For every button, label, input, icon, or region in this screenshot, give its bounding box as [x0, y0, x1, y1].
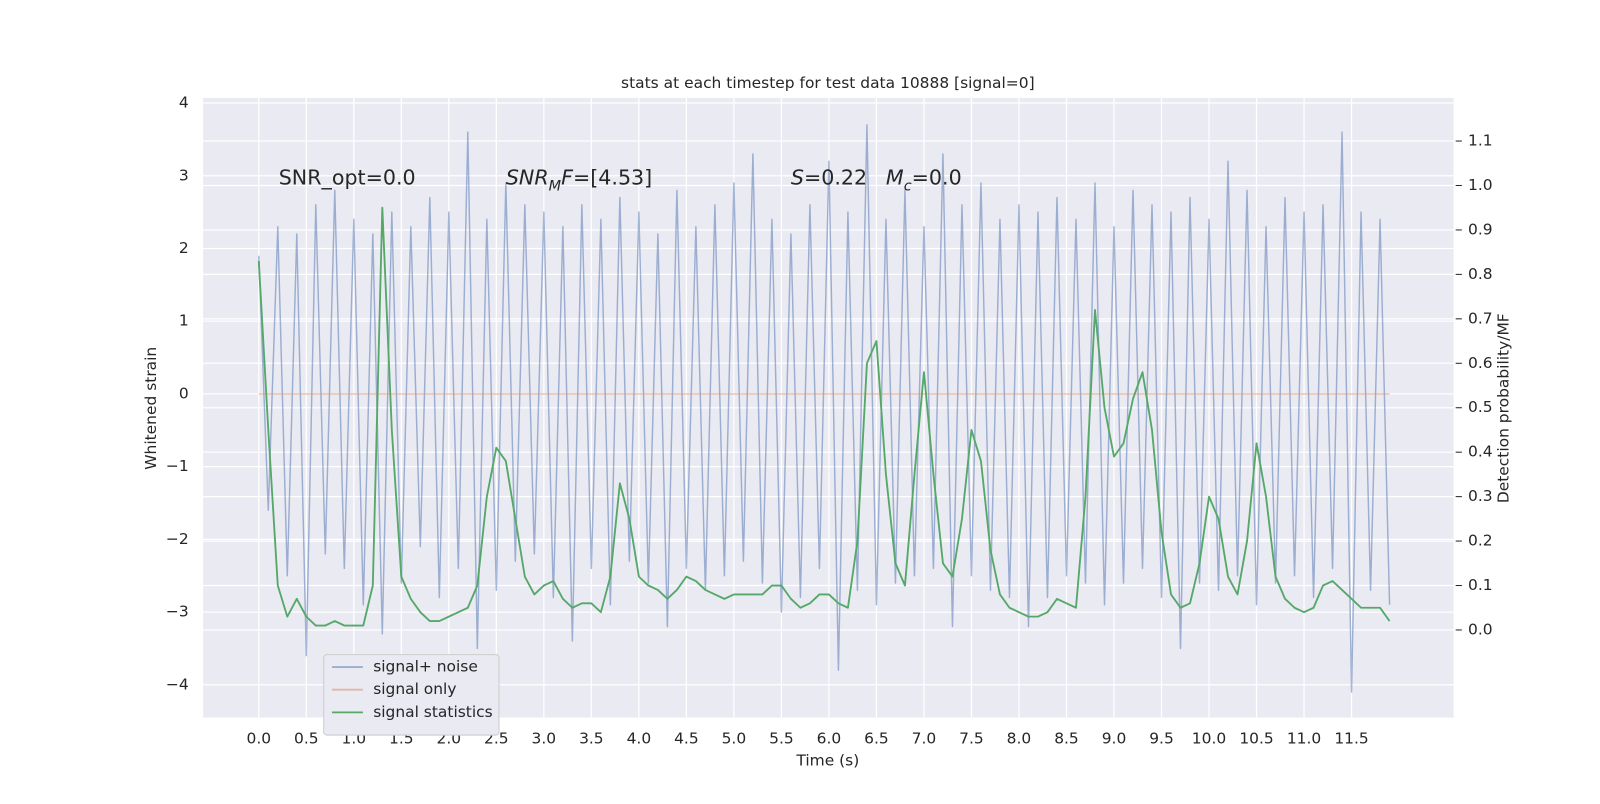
annotation-part: M	[549, 179, 562, 195]
x-tick-label: 4.5	[674, 730, 699, 748]
annotation-part: =[4.53]	[573, 166, 652, 190]
x-tick-label: 10.5	[1239, 730, 1273, 748]
y2-tick-label: 1.1	[1468, 132, 1493, 150]
annotation-part: =0.0	[912, 166, 962, 190]
x-axis-label: Time (s)	[795, 751, 859, 769]
x-tick-label: 0.0	[246, 730, 271, 748]
legend-label: signal only	[373, 680, 456, 698]
annotation-part: c	[904, 179, 912, 195]
x-tick-label: 5.0	[722, 730, 747, 748]
x-tick-label: 7.0	[912, 730, 937, 748]
x-tick-label: 4.0	[627, 730, 652, 748]
legend-label: signal statistics	[373, 703, 493, 721]
y2-axis-label: Detection probability/MF	[1495, 313, 1513, 503]
annotation-part: =0.22	[804, 166, 867, 190]
y-tick-label: −1	[166, 457, 189, 475]
annotation-part: S	[791, 166, 804, 190]
y2-tick-label: 0.1	[1468, 576, 1493, 594]
y-tick-label: 3	[179, 166, 189, 184]
y-tick-label: 1	[179, 312, 189, 330]
x-tick-label: 8.5	[1054, 730, 1079, 748]
x-tick-label: 11.0	[1287, 730, 1321, 748]
y-tick-label: 2	[179, 239, 189, 257]
annotation: SNRMF=[4.53]	[506, 166, 652, 195]
y2-tick-label: 0.5	[1468, 398, 1493, 416]
annotation: Mc=0.0	[886, 166, 962, 195]
y-tick-label: −3	[166, 603, 189, 621]
legend-label: signal+ noise	[373, 658, 478, 676]
y2-tick-label: 0.8	[1468, 265, 1493, 283]
series-line	[257, 206, 1391, 627]
x-tick-label: 5.5	[769, 730, 794, 748]
x-tick-label: 6.0	[817, 730, 842, 748]
annotation-part: SNR	[506, 166, 549, 190]
x-tick-label: 3.0	[532, 730, 557, 748]
chart-title: stats at each timestep for test data 108…	[621, 74, 1035, 92]
x-tick-label: 9.5	[1149, 730, 1174, 748]
y-tick-label: 4	[179, 94, 189, 112]
y2-tick-label: 0.6	[1468, 354, 1493, 372]
y-axis-label: Whitened strain	[142, 347, 160, 470]
y2-tick-label: 0.3	[1468, 487, 1493, 505]
x-tick-label: 9.0	[1102, 730, 1127, 748]
annotation-part: M	[886, 166, 904, 190]
y2-tick-label: 0.0	[1468, 620, 1493, 638]
y2-tick-label: 0.7	[1468, 309, 1493, 327]
x-tick-label: 11.5	[1334, 730, 1368, 748]
x-tick-label: 10.0	[1192, 730, 1226, 748]
y2-tick-label: 0.4	[1468, 443, 1493, 461]
x-tick-label: 7.5	[959, 730, 984, 748]
y2-tick-label: 1.0	[1468, 176, 1493, 194]
x-tick-label: 6.5	[864, 730, 889, 748]
annotation: SNR_opt=0.0	[279, 166, 416, 191]
annotation-part: SNR_opt=0.0	[279, 166, 416, 191]
y2-tick-label: 0.2	[1468, 532, 1493, 550]
annotation: S=0.22	[791, 166, 867, 190]
y-tick-label: 0	[179, 384, 189, 402]
y2-tick-label: 0.9	[1468, 220, 1493, 238]
x-tick-label: 0.5	[294, 730, 319, 748]
y-tick-label: −4	[166, 675, 189, 693]
y-tick-label: −2	[166, 530, 189, 548]
x-tick-label: 8.0	[1007, 730, 1032, 748]
x-tick-label: 3.5	[579, 730, 604, 748]
legend-box	[323, 654, 500, 736]
annotation-part: F	[561, 166, 574, 190]
series-line	[258, 124, 1391, 693]
